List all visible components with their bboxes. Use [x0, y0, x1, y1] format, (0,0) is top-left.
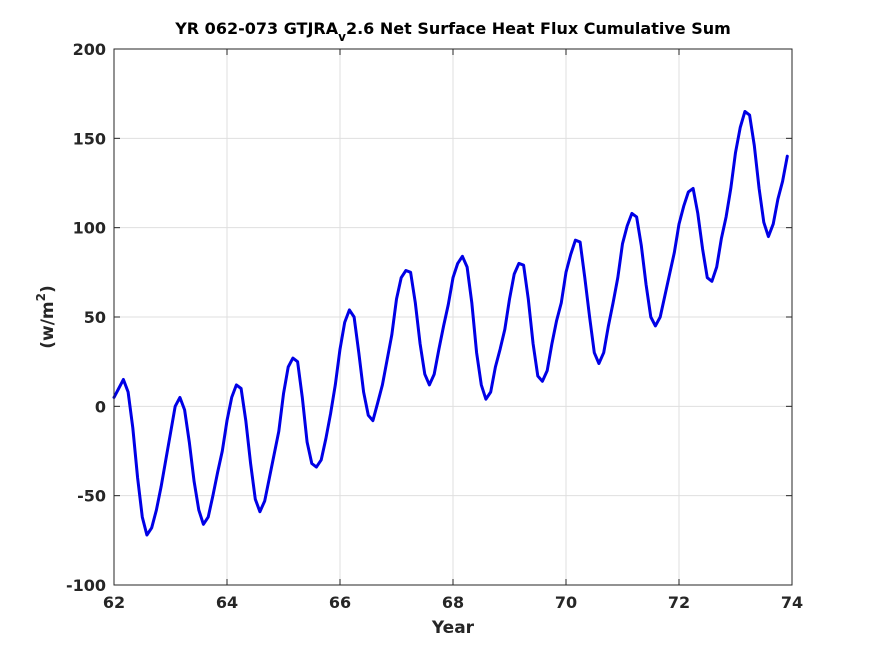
x-tick-label: 62	[103, 593, 125, 612]
title-prefix: YR 062-073 GTJRA	[174, 19, 339, 38]
y-tick-label: 150	[73, 129, 106, 148]
x-tick-label: 68	[442, 593, 464, 612]
y-tick-label: 0	[95, 397, 106, 416]
title-subscript: v	[338, 30, 346, 44]
y-tick-label: -50	[77, 487, 106, 506]
tick-marks	[113, 48, 793, 586]
x-tick-labels: 62 64 66 68 70 72 74	[103, 593, 803, 612]
x-axis-label: Year	[431, 618, 475, 638]
y-label-base: (w/m	[38, 301, 58, 348]
x-tick-label: 64	[216, 593, 238, 612]
y-axis-label: (w/m2)	[34, 285, 58, 349]
y-tick-label: 100	[73, 219, 106, 238]
y-tick-labels: -100 -50 0 50 100 150 200	[66, 40, 106, 595]
y-tick-label: 50	[84, 308, 106, 327]
x-tick-label: 74	[781, 593, 803, 612]
y-label-close: )	[38, 285, 58, 293]
title-suffix: 2.6 Net Surface Heat Flux Cumulative Sum	[346, 19, 731, 38]
x-tick-label: 70	[555, 593, 577, 612]
series-group	[112, 110, 789, 537]
y-tick-label: 200	[73, 40, 106, 59]
series-line	[112, 110, 789, 537]
chart-title: YR 062-073 GTJRAv2.6 Net Surface Heat Fl…	[174, 19, 731, 44]
y-label-superscript: 2	[34, 293, 48, 301]
y-tick-label: -100	[66, 576, 106, 595]
x-tick-label: 72	[668, 593, 690, 612]
x-tick-label: 66	[329, 593, 351, 612]
